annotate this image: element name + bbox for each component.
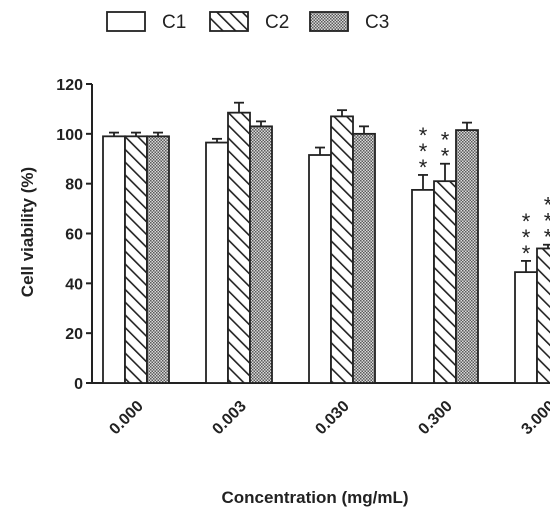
bar-c2-3	[433, 180, 457, 384]
bar-c3-3	[455, 129, 479, 384]
y-tick-label: 120	[56, 77, 83, 94]
x-tick-label: 0.030	[312, 398, 352, 438]
bar-c2-0	[124, 135, 148, 384]
bar-c1-4	[514, 271, 538, 384]
bar-c1-3	[411, 188, 435, 384]
bar-c1-0	[102, 135, 126, 384]
legend-swatch-c2	[209, 11, 249, 32]
significance-star: *	[544, 193, 550, 218]
y-tick-label: 0	[74, 376, 83, 393]
y-tick-label: 80	[65, 177, 83, 194]
bar-c3-0	[146, 135, 170, 384]
bar-c2-1	[227, 111, 251, 384]
significance-star: *	[419, 123, 428, 148]
significance-star: *	[544, 225, 550, 250]
x-tick-label: 0.003	[209, 398, 249, 438]
x-tick-label: 0.000	[106, 398, 146, 438]
significance-star: *	[522, 225, 531, 250]
y-tick-label: 60	[65, 227, 83, 244]
significance-star: *	[419, 155, 428, 180]
x-axis-label: Concentration (mg/mL)	[222, 488, 409, 507]
legend-swatch-c1	[106, 11, 146, 32]
x-tick-label: 3.000	[518, 398, 550, 438]
bar-c1-1	[205, 141, 229, 384]
x-tick-label: 0.300	[415, 398, 455, 438]
y-tick-label: 100	[56, 127, 83, 144]
significance-star: *	[419, 139, 428, 164]
significance-star: *	[441, 144, 450, 169]
significance-star: *	[544, 209, 550, 234]
legend-swatch-c3	[309, 11, 349, 32]
legend-label-c2: C2	[265, 12, 289, 33]
significance-star: *	[441, 128, 450, 153]
y-tick-label: 40	[65, 276, 83, 293]
bar-c3-1	[249, 125, 273, 384]
legend-label-c1: C1	[162, 12, 186, 33]
legend: C1 C2 C3	[106, 11, 389, 33]
bar-c3-2	[352, 132, 376, 384]
significance-star: *	[522, 209, 531, 234]
bar-c2-2	[330, 115, 354, 384]
bar-c1-2	[308, 154, 332, 384]
y-axis-label: Cell viability (%)	[18, 167, 37, 297]
bar-c2-4	[536, 247, 550, 384]
y-tick-label: 20	[65, 326, 83, 343]
legend-label-c3: C3	[365, 12, 389, 33]
significance-star: *	[522, 241, 531, 266]
bars: **************	[102, 101, 550, 384]
